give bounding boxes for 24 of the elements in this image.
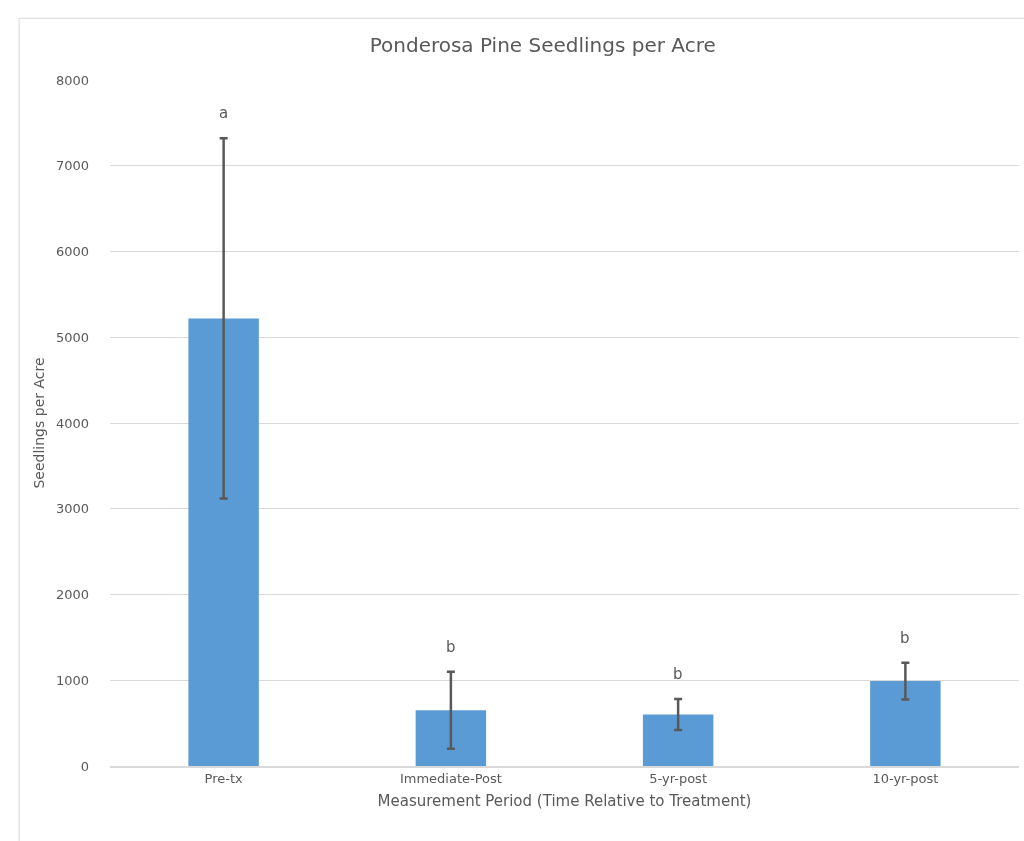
- y-tick-label: 8000: [55, 72, 89, 88]
- annotation: b: [446, 638, 456, 656]
- bar: [188, 318, 259, 766]
- annotation: b: [900, 629, 910, 647]
- y-tick-label: 6000: [55, 244, 89, 260]
- x-tick-label: 10-yr-post: [872, 771, 939, 787]
- y-tick-label: 1000: [55, 672, 89, 688]
- annotation: a: [219, 104, 229, 122]
- y-tick-label: 2000: [55, 587, 89, 603]
- bar: [415, 710, 487, 766]
- y-tick-label: 4000: [55, 415, 89, 431]
- x-axis-title: Measurement Period (Time Relative to Treatment): [377, 791, 752, 810]
- y-tick-label: 0: [80, 758, 89, 774]
- y-axis-title: Seedlings per Acre: [30, 357, 47, 489]
- bar: [870, 681, 941, 766]
- x-tick-label: 5-yr-post: [649, 771, 707, 787]
- bar: [642, 714, 714, 766]
- chart-title: Ponderosa Pine Seedlings per Acre: [369, 32, 716, 57]
- x-tick-label: Pre-tx: [204, 771, 244, 787]
- y-tick-label: 7000: [55, 158, 89, 174]
- x-tick-label: Immediate-Post: [399, 771, 502, 787]
- y-tick-label: 5000: [55, 329, 89, 345]
- annotation: b: [673, 665, 683, 683]
- y-tick-label: 3000: [55, 501, 89, 517]
